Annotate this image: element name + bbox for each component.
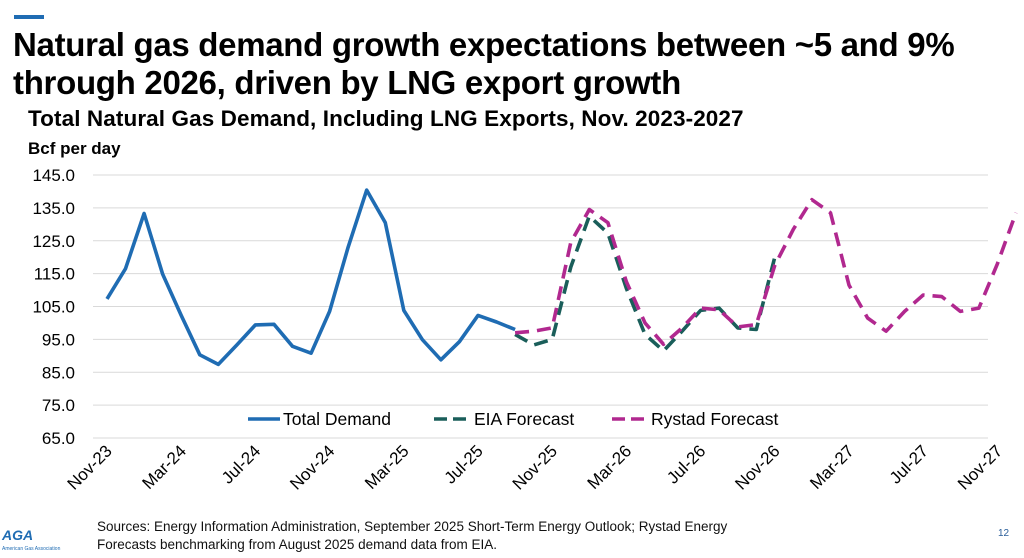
aga-logo-mark: AGA bbox=[2, 527, 34, 543]
legend-label-eia-forecast: EIA Forecast bbox=[474, 409, 574, 429]
x-tick-label: Nov-24 bbox=[286, 441, 338, 493]
x-tick-label: Nov-23 bbox=[64, 441, 116, 493]
x-tick-label: Jul-27 bbox=[886, 441, 932, 487]
legend-label-rystad-forecast: Rystad Forecast bbox=[651, 409, 779, 429]
y-tick-label: 75.0 bbox=[42, 396, 75, 415]
x-tick-label: Nov-27 bbox=[954, 441, 1006, 493]
legend: Total Demand EIA Forecast Rystad Forecas… bbox=[248, 409, 779, 429]
y-tick-label: 145.0 bbox=[32, 166, 75, 185]
page-number: 12 bbox=[998, 528, 1010, 539]
aga-logo-subtext: American Gas Association bbox=[2, 546, 61, 552]
x-tick-label: Mar-26 bbox=[584, 441, 636, 493]
footer-sources: Sources: Energy Information Administrati… bbox=[97, 518, 877, 554]
x-tick-label: Jul-26 bbox=[663, 441, 709, 487]
footer-sources-line-2: Forecasts benchmarking from August 2025 … bbox=[97, 537, 497, 552]
title-accent-bar bbox=[14, 15, 44, 19]
slide-title-line-1: Natural gas demand growth expectations b… bbox=[13, 26, 955, 63]
x-tick-label: Nov-25 bbox=[509, 441, 561, 493]
series-line-rystad-forecast bbox=[514, 197, 1018, 347]
x-tick-label: Mar-27 bbox=[806, 441, 858, 493]
aga-logo: AGA American Gas Association bbox=[2, 527, 72, 557]
y-tick-label: 135.0 bbox=[32, 199, 75, 218]
gridlines bbox=[93, 174, 988, 439]
x-tick-label: Mar-24 bbox=[139, 441, 191, 493]
slide-title: Natural gas demand growth expectations b… bbox=[13, 26, 1003, 102]
x-tick-label: Nov-26 bbox=[731, 441, 783, 493]
y-tick-label: 105.0 bbox=[32, 298, 75, 317]
legend-label-total-demand: Total Demand bbox=[283, 409, 391, 429]
series-line-eia-forecast bbox=[514, 214, 777, 353]
y-tick-label: 65.0 bbox=[42, 429, 75, 448]
x-tick-label: Jul-24 bbox=[218, 441, 264, 487]
x-tick-label: Mar-25 bbox=[361, 441, 413, 493]
y-tick-label: 125.0 bbox=[32, 232, 75, 251]
x-axis-ticks: Nov-23 Mar-24 Jul-24 Nov-24 Mar-25 Jul-25 Nov-… bbox=[64, 441, 1007, 493]
y-tick-label: 95.0 bbox=[42, 330, 75, 349]
slide-title-line-2: through 2026, driven by LNG export growt… bbox=[13, 64, 681, 101]
series-lines bbox=[105, 188, 1018, 367]
y-axis-units-label: Bcf per day bbox=[28, 139, 121, 158]
chart-title: Total Natural Gas Demand, Including LNG … bbox=[28, 106, 744, 131]
series-line-total-demand bbox=[105, 188, 516, 367]
footer-sources-line-1: Sources: Energy Information Administrati… bbox=[97, 519, 728, 534]
y-axis-ticks: 65.0 75.0 85.0 95.0 105.0 115.0 125.0 135.0 145.… bbox=[32, 166, 75, 448]
y-tick-label: 115.0 bbox=[34, 265, 75, 284]
y-tick-label: 85.0 bbox=[42, 363, 75, 382]
x-tick-label: Jul-25 bbox=[441, 441, 487, 487]
